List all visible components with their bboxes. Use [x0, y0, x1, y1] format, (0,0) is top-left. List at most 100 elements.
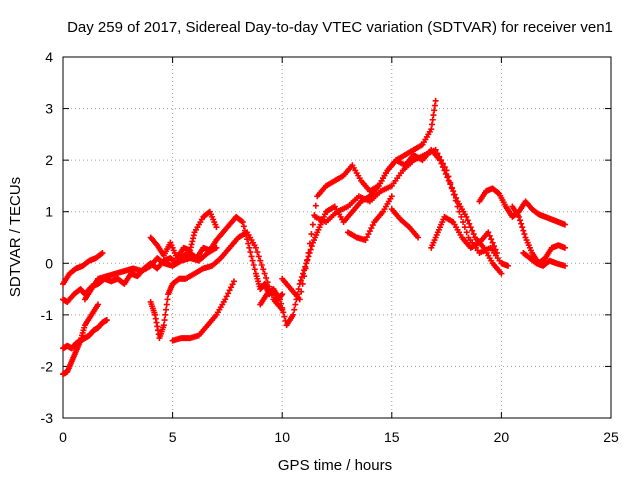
- y-tick-label: -3: [41, 410, 54, 426]
- data-point: [164, 296, 171, 303]
- data-point: [432, 146, 439, 153]
- series-arc-4: [60, 249, 106, 287]
- data-point: [255, 253, 262, 260]
- data-point: [515, 213, 522, 220]
- data-point: [213, 244, 220, 251]
- data-point: [260, 266, 267, 273]
- data-point: [302, 265, 309, 272]
- data-point: [441, 164, 448, 171]
- data-point: [277, 296, 284, 303]
- series-arc-7: [169, 278, 237, 344]
- data-point: [309, 221, 316, 228]
- data-point: [222, 296, 229, 303]
- data-point: [434, 150, 441, 157]
- data-point: [312, 202, 319, 209]
- data-point: [449, 185, 456, 192]
- data-point: [279, 304, 286, 311]
- series-arc-13: [388, 206, 422, 241]
- x-tick-labels: 0 5 10 15 20 25: [59, 429, 619, 445]
- data-point: [297, 277, 304, 284]
- series-arc-3: [60, 317, 110, 352]
- data-point: [291, 306, 298, 313]
- data-point: [252, 244, 259, 251]
- data-point: [388, 193, 395, 200]
- data-point: [467, 224, 474, 231]
- data-point: [257, 257, 264, 264]
- data-point: [432, 97, 439, 104]
- data-point: [103, 317, 110, 324]
- data-point: [495, 189, 502, 196]
- data-point: [223, 293, 230, 300]
- data-point: [518, 220, 525, 227]
- data-point: [229, 281, 236, 288]
- data-point: [445, 173, 452, 180]
- data-point: [290, 311, 297, 318]
- data-point: [561, 221, 568, 228]
- data-point: [517, 217, 524, 224]
- data-point: [463, 213, 470, 220]
- data-point: [306, 240, 313, 247]
- series-arc-17: [520, 249, 568, 269]
- data-point: [494, 249, 501, 256]
- data-point: [95, 301, 102, 308]
- data-point: [454, 203, 461, 210]
- plot-frame: [62, 56, 612, 419]
- data-point: [161, 317, 168, 324]
- data-point: [240, 223, 247, 230]
- y-tick-label: 3: [45, 101, 53, 117]
- data-point: [281, 313, 288, 320]
- data-point: [504, 262, 511, 269]
- y-tick-label: 2: [45, 152, 53, 168]
- data-point: [263, 274, 270, 281]
- data-point: [460, 219, 467, 226]
- data-point: [488, 236, 495, 243]
- data-point: [520, 227, 527, 234]
- data-point: [98, 250, 105, 257]
- data-point: [163, 301, 170, 308]
- data-point: [238, 218, 245, 225]
- data-point: [466, 220, 473, 227]
- x-tick-label: 20: [494, 429, 510, 445]
- data-point: [261, 270, 268, 277]
- data-point: [251, 266, 258, 273]
- data-point: [450, 191, 457, 198]
- data-point: [491, 243, 498, 250]
- data-point: [447, 179, 454, 186]
- data-point: [239, 219, 246, 226]
- x-tick-label: 10: [274, 429, 290, 445]
- y-tick-labels: -3 -2 -1 0 1 2 3 4: [41, 49, 54, 426]
- y-tick-label: 4: [45, 49, 53, 65]
- data-point: [470, 231, 477, 238]
- axis-ticks: [62, 56, 612, 419]
- data-point: [369, 222, 376, 229]
- data-point: [456, 208, 463, 215]
- data-point: [296, 296, 303, 303]
- data-point: [485, 229, 492, 236]
- data-point: [279, 291, 286, 298]
- data-point: [292, 301, 299, 308]
- data-point: [458, 213, 465, 220]
- data-point: [254, 249, 261, 256]
- data-point: [305, 249, 312, 256]
- data-point: [99, 249, 106, 256]
- y-tick-label: 1: [45, 204, 53, 220]
- data-point: [304, 257, 311, 264]
- data-point: [301, 273, 308, 280]
- data-point: [226, 287, 233, 294]
- data-point: [246, 244, 253, 251]
- data-point: [363, 234, 370, 241]
- series-arc-8: [147, 208, 220, 262]
- series-arc-10: [279, 146, 505, 303]
- data-point: [452, 197, 459, 204]
- data-point: [299, 280, 306, 287]
- grid-lines: [63, 57, 611, 418]
- data-point: [463, 229, 470, 236]
- data-point: [521, 231, 528, 238]
- y-tick-label: 0: [45, 255, 53, 271]
- series-arc-12: [344, 193, 395, 244]
- data-point: [307, 246, 314, 253]
- data-point: [163, 306, 170, 313]
- data-point: [366, 228, 373, 235]
- data-point: [464, 217, 471, 224]
